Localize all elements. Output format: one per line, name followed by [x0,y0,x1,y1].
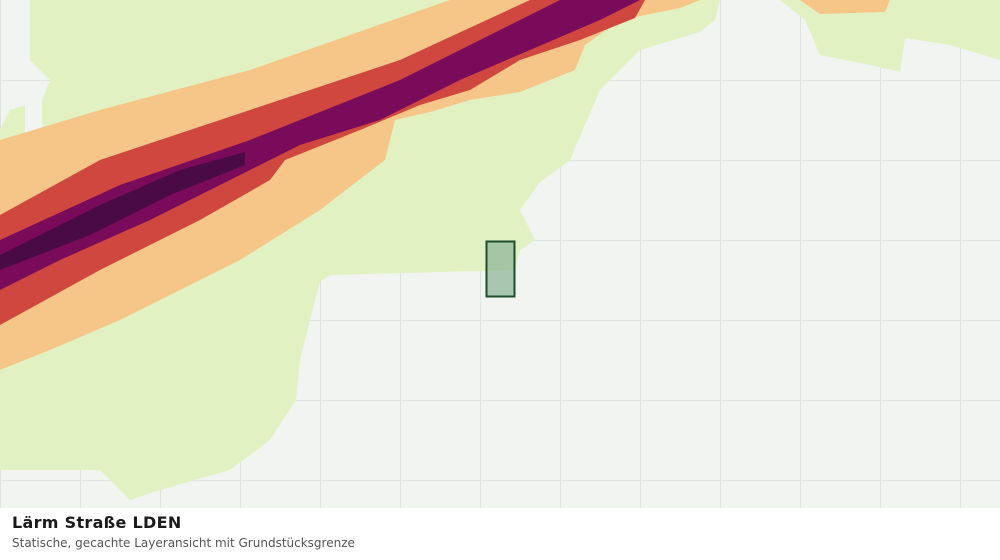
noise-map [0,0,1000,508]
map-title: Lärm Straße LDEN [12,513,182,532]
noise-zone-60 [0,0,645,325]
map-subtitle: Statische, gecachte Layeransicht mit Gru… [12,536,355,550]
noise-zone-70 [0,152,245,270]
parcel-boundary [485,240,516,298]
noise-zone-55 [0,0,890,370]
noise-zone-65 [0,0,640,290]
